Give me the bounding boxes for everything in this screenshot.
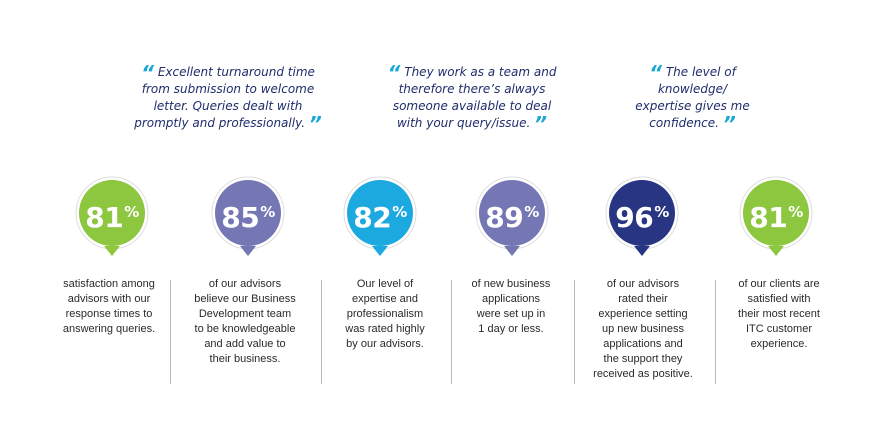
close-quote-icon: ” [308, 112, 322, 136]
quote-line: knowledge/ [657, 82, 728, 96]
close-quote-icon: ” [534, 112, 548, 136]
open-quote-icon: “ [141, 61, 154, 85]
column-divider [451, 280, 452, 384]
metric-value: 89% [485, 201, 539, 234]
percent-sign: % [654, 203, 669, 221]
quote-line: They work as a team and [404, 65, 557, 79]
location-pin-shape [739, 176, 813, 256]
percent-sign: % [788, 203, 803, 221]
location-pin-shape [605, 176, 679, 256]
percent-sign: % [260, 203, 275, 221]
quote-line: Excellent turnaround time [157, 65, 315, 79]
metric-description: satisfaction among advisors with our res… [62, 278, 156, 335]
location-pin-shape [211, 176, 285, 256]
percentage-badge: 96% [605, 176, 679, 258]
metric-value: 81% [85, 201, 139, 234]
quote-line: therefore there’s always [398, 82, 546, 96]
percent-sign: % [392, 203, 407, 221]
percent-sign: % [124, 203, 139, 221]
metric-card: 81% of our clients are satisfied with th… [715, 176, 855, 388]
metric-card: 82% Our level of expertise and professio… [321, 176, 461, 388]
quote-line: confidence. [649, 116, 719, 130]
quote-line: letter. Queries dealt with [153, 99, 303, 113]
quote-line: expertise gives me [635, 99, 750, 113]
metric-value: 81% [749, 201, 803, 234]
open-quote-icon: “ [649, 61, 662, 85]
close-quote-icon: ” [722, 112, 736, 136]
quote-line: with your query/issue. [396, 116, 531, 130]
metric-description: of our advisors believe our Business Dev… [194, 278, 296, 365]
metric-description: of our clients are satisfied with their … [738, 278, 820, 350]
testimonial-quote-1: “ Excellent turnaround time from submiss… [128, 61, 328, 134]
quote-line: from submission to welcome [141, 82, 315, 96]
metric-card: 85% of our advisors believe our Business… [170, 176, 310, 388]
metric-description: Our level of expertise and professionali… [345, 278, 425, 350]
percentage-badge: 82% [343, 176, 417, 258]
column-divider [170, 280, 171, 384]
location-pin-shape [475, 176, 549, 256]
location-pin-shape [75, 176, 149, 256]
quote-line: The level of [665, 65, 736, 79]
column-divider [321, 280, 322, 384]
quote-line: promptly and professionally. [134, 116, 306, 130]
quote-line: someone available to deal [392, 99, 552, 113]
metric-description: of new business applications were set up… [471, 278, 551, 335]
metric-card: 96% of our advisors rated their experien… [574, 176, 714, 388]
percentage-badge: 81% [75, 176, 149, 258]
testimonial-quote-2: “ They work as a team and therefore ther… [382, 61, 562, 134]
percentage-badge: 89% [475, 176, 549, 258]
location-pin-shape [343, 176, 417, 256]
metric-value: 96% [615, 201, 669, 234]
percent-sign: % [524, 203, 539, 221]
metric-value: 82% [353, 201, 407, 234]
metric-card: 81% satisfaction among advisors with our… [34, 176, 174, 388]
metric-value: 85% [221, 201, 275, 234]
column-divider [574, 280, 575, 384]
open-quote-icon: “ [387, 61, 401, 85]
testimonial-quote-3: “ The level of knowledge/ expertise give… [625, 61, 760, 134]
metric-card: 89% of new business applications were se… [451, 176, 591, 388]
percentage-badge: 85% [211, 176, 285, 258]
column-divider [715, 280, 716, 384]
metric-description: of our advisors rated their experience s… [593, 278, 693, 380]
percentage-badge: 81% [739, 176, 813, 258]
